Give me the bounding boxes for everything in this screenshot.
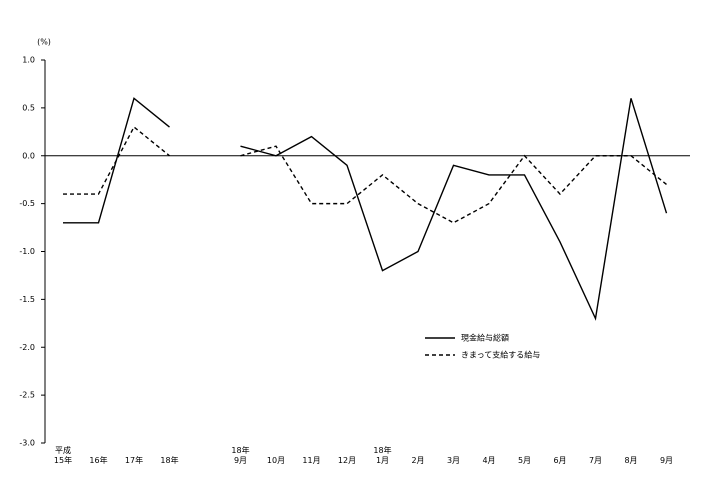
y-tick-label: 0.5 — [22, 103, 35, 112]
x-tick-label: 17年 — [124, 456, 144, 465]
x-tick-label: 5月 — [517, 456, 532, 465]
x-tick-label: 4月 — [482, 456, 496, 465]
x-tick-label: 12月 — [337, 456, 357, 465]
x-tick-label: 18年 1月 — [373, 446, 392, 465]
x-tick-label: 3月 — [446, 456, 461, 465]
x-tick-label: 2月 — [411, 456, 425, 465]
x-tick-label: 8月 — [624, 456, 638, 465]
y-tick-label: 1.0 — [22, 56, 35, 65]
series-line — [63, 125, 667, 224]
legend-label: きまって支給する給与 — [461, 350, 540, 360]
x-tick-label: 16年 — [89, 456, 108, 465]
y-tick-label: 0.0 — [22, 151, 35, 160]
x-tick-label: 11月 — [302, 456, 321, 465]
x-tick-label: 18年 9月 — [231, 446, 250, 465]
x-tick-label: 18年 — [160, 456, 179, 465]
x-tick-label: 10月 — [266, 456, 286, 465]
y-tick-label: -2.5 — [19, 391, 35, 400]
y-tick-label: -1.5 — [19, 295, 35, 304]
x-tick-label: 6月 — [553, 456, 567, 465]
x-tick-label: 7月 — [588, 456, 603, 465]
x-tick-label: 平成 15年 — [53, 446, 73, 465]
y-tick-label: -0.5 — [19, 199, 35, 208]
y-tick-label: -1.0 — [19, 247, 35, 256]
y-tick-label: -2.0 — [19, 343, 35, 352]
y-unit: (%) — [37, 38, 51, 47]
x-tick-label: 9月 — [659, 456, 674, 465]
y-tick-label: -3.0 — [19, 439, 35, 448]
series-line — [63, 97, 668, 321]
legend-label: 現金給与総額 — [461, 333, 509, 343]
